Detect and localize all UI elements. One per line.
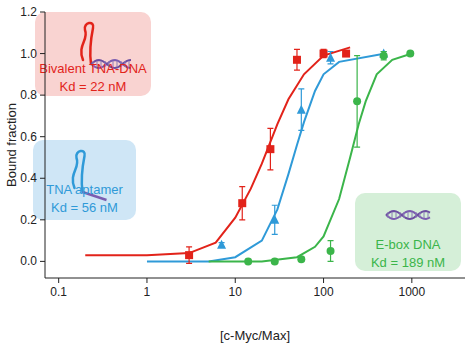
y-tick xyxy=(40,12,45,13)
y-tick xyxy=(40,261,45,262)
series-points xyxy=(185,49,350,263)
series-points xyxy=(217,49,388,249)
error-bar xyxy=(381,51,387,59)
x-axis-label: [c-Myc/Max] xyxy=(220,328,290,343)
point xyxy=(217,240,226,249)
point xyxy=(238,199,246,207)
x-tick xyxy=(323,278,324,283)
annotation: Kd = 22 nM xyxy=(60,79,127,94)
icon-strand xyxy=(81,23,93,64)
annotation: Kd = 56 nM xyxy=(51,200,118,215)
helix-rung xyxy=(416,212,417,218)
point xyxy=(320,50,328,58)
label-box-bg xyxy=(35,12,151,96)
series-points xyxy=(244,50,414,266)
helix-strand xyxy=(386,211,430,219)
y-axis-line xyxy=(45,12,46,278)
fit-line xyxy=(209,54,412,262)
y-tick xyxy=(40,53,45,54)
y-tick xyxy=(40,136,45,137)
helix-strand xyxy=(386,211,430,219)
error-bar xyxy=(294,49,300,70)
point xyxy=(271,257,279,265)
annotation: Kd = 189 nM xyxy=(371,255,445,270)
x-tick-label: 1 xyxy=(144,285,151,299)
chart: Bivalent TNA-DNA Kd = 22 nM TNA aptamer Kd … xyxy=(0,0,474,351)
x-tick-label: 100 xyxy=(314,285,334,299)
label-box: TNA aptamer Kd = 56 nM xyxy=(33,140,136,220)
point xyxy=(380,52,388,60)
x-tick xyxy=(235,278,236,283)
fit-line xyxy=(85,47,350,255)
series-name: E-box DNA xyxy=(375,237,440,252)
point xyxy=(406,50,414,58)
helix-rung xyxy=(412,212,413,218)
error-bar xyxy=(321,49,327,57)
point xyxy=(342,50,350,58)
x-tick-label: 0.1 xyxy=(50,285,67,299)
label-box: Bivalent TNA-DNA Kd = 22 nM xyxy=(35,12,151,96)
plot-data xyxy=(85,47,414,265)
point xyxy=(297,105,306,114)
y-tick-label: 0.2 xyxy=(20,213,37,227)
y-tick-label: 0.0 xyxy=(20,254,37,268)
x-tick xyxy=(146,278,147,283)
y-tick-label: 0.6 xyxy=(20,130,37,144)
series-name: Bivalent TNA-DNA xyxy=(39,61,147,76)
y-tick-label: 1.0 xyxy=(20,47,37,61)
x-tick xyxy=(411,278,412,283)
label-box-bg xyxy=(33,140,136,220)
helix-rung xyxy=(388,212,389,218)
y-tick-label: 0.4 xyxy=(20,171,37,185)
x-tick xyxy=(58,278,59,283)
error-bar xyxy=(354,56,360,147)
point xyxy=(266,145,274,153)
y-tick-label: 1.2 xyxy=(20,5,37,19)
x-axis-line xyxy=(45,278,465,279)
helix-rung xyxy=(400,212,401,218)
axes: 0.1 1 10 100 1000 0.0 0.2 0.4 0.6 0.8 1.0 1.2 xyxy=(20,5,465,299)
series-name: TNA aptamer xyxy=(46,182,123,197)
point xyxy=(293,56,301,64)
error-bar xyxy=(186,247,192,264)
label-box: E-box DNA Kd = 189 nM xyxy=(355,193,461,271)
point xyxy=(326,53,335,62)
helix-rung xyxy=(392,212,393,218)
helix-rung xyxy=(408,212,409,218)
y-tick xyxy=(40,219,45,220)
point xyxy=(297,255,305,263)
helix-rung xyxy=(428,212,429,218)
point xyxy=(244,257,252,265)
label-boxes: Bivalent TNA-DNA Kd = 22 nM TNA aptamer Kd … xyxy=(33,12,461,271)
helix-rung xyxy=(396,212,397,218)
error-bar xyxy=(328,241,334,262)
label-box-bg xyxy=(355,193,461,271)
error-bar xyxy=(239,187,245,220)
y-axis-label: Bound fraction xyxy=(4,103,19,187)
x-tick-label: 10 xyxy=(229,285,243,299)
x-tick-label: 1000 xyxy=(398,285,425,299)
y-tick xyxy=(40,95,45,96)
helix-rung xyxy=(424,212,425,218)
y-tick xyxy=(40,178,45,179)
error-bar xyxy=(267,128,273,170)
helix-rung xyxy=(420,212,421,218)
point xyxy=(270,215,279,224)
point xyxy=(327,247,335,255)
y-tick-label: 0.8 xyxy=(20,88,37,102)
helix-rung xyxy=(404,212,405,218)
point xyxy=(185,251,193,259)
point xyxy=(353,97,361,105)
